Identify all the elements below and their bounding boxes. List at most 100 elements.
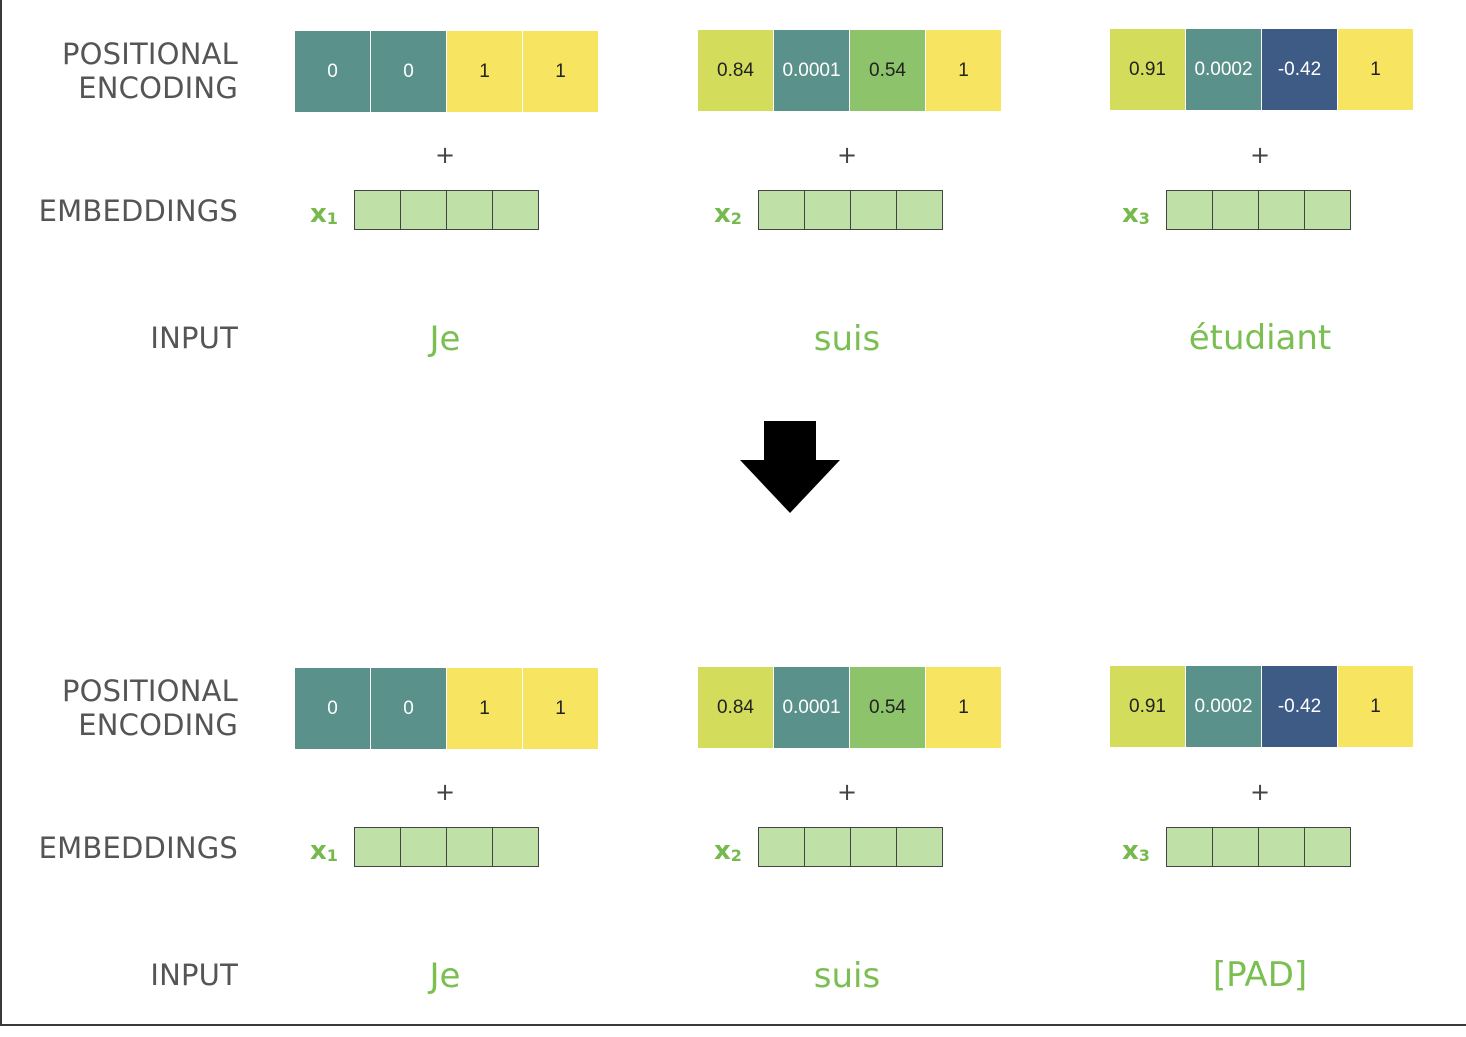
positional-encoding-vector-3: 0.91 0.0002 -0.42 1: [1110, 666, 1413, 747]
embedding-cell: [1167, 191, 1213, 229]
embedding-cell: [1167, 828, 1213, 866]
pe-cell: 0.84: [698, 667, 773, 748]
pe-cell: 0: [295, 668, 370, 749]
embedding-cell: [1213, 191, 1259, 229]
pe-cell: 0.54: [850, 667, 925, 748]
pe-cell: -0.42: [1262, 29, 1337, 110]
embedding-vector: [1166, 827, 1351, 867]
plus-sign: +: [836, 141, 858, 169]
label-embeddings: EMBEDDINGS: [38, 194, 238, 228]
pe-cell: 1: [523, 668, 598, 749]
input-token-2: suis: [813, 319, 881, 359]
variable-name: x: [1122, 836, 1139, 866]
label-positional-encoding: POSITIONAL ENCODING: [61, 674, 238, 742]
label-positional-encoding: POSITIONAL ENCODING: [61, 37, 238, 105]
variable-name: x: [714, 836, 731, 866]
embedding-cell: [897, 828, 942, 866]
embedding-cell: [805, 828, 851, 866]
embedding-variable-label: x3: [1122, 828, 1166, 866]
pe-cell: 0.0001: [774, 30, 849, 111]
embedding-cell: [401, 191, 447, 229]
embedding-variable-label: x3: [1122, 191, 1166, 229]
pe-cell: 1: [926, 667, 1001, 748]
embedding-cell: [355, 191, 401, 229]
pe-cell: 1: [1338, 29, 1413, 110]
positional-encoding-vector-2: 0.84 0.0001 0.54 1: [698, 30, 1001, 111]
pe-cell: 1: [926, 30, 1001, 111]
embedding-cell: [401, 828, 447, 866]
embedding-cell: [493, 191, 538, 229]
variable-name: x: [714, 199, 731, 229]
pe-cell: 0: [371, 31, 446, 112]
embedding-vector: [758, 190, 943, 230]
embedding-variable-label: x2: [714, 828, 758, 866]
input-token-1: Je: [429, 319, 461, 359]
input-token-1: Je: [429, 956, 461, 996]
pe-cell: 0.0002: [1186, 29, 1261, 110]
embedding-vector: [758, 827, 943, 867]
pe-cell: 0.84: [698, 30, 773, 111]
embedding-variable-label: x1: [310, 191, 354, 229]
input-token-3: étudiant: [1188, 318, 1332, 358]
variable-subscript: 2: [730, 209, 742, 228]
pe-cell: 0.54: [850, 30, 925, 111]
embedding-cell: [447, 191, 493, 229]
embedding-cell: [447, 828, 493, 866]
embedding-vector: [354, 827, 539, 867]
positional-encoding-vector-2: 0.84 0.0001 0.54 1: [698, 667, 1001, 748]
embedding-3: x3: [1122, 190, 1351, 230]
variable-subscript: 1: [326, 846, 338, 865]
variable-name: x: [310, 836, 327, 866]
embedding-cell: [851, 191, 897, 229]
pe-cell: -0.42: [1262, 666, 1337, 747]
embedding-cell: [1213, 828, 1259, 866]
label-input: INPUT: [150, 958, 238, 992]
variable-subscript: 2: [730, 846, 742, 865]
embedding-cell: [1305, 828, 1350, 866]
input-token-2: suis: [813, 956, 881, 996]
embedding-variable-label: x2: [714, 191, 758, 229]
embedding-vector: [354, 190, 539, 230]
variable-subscript: 3: [1138, 846, 1150, 865]
plus-sign: +: [434, 141, 456, 169]
pe-cell: 0.91: [1110, 29, 1185, 110]
pe-cell: 1: [1338, 666, 1413, 747]
embedding-cell: [805, 191, 851, 229]
embedding-1: x1: [310, 827, 539, 867]
variable-name: x: [310, 199, 327, 229]
plus-sign: +: [1249, 778, 1271, 806]
embedding-cell: [493, 828, 538, 866]
plus-sign: +: [1249, 141, 1271, 169]
label-input: INPUT: [150, 321, 238, 355]
embedding-cell: [1259, 828, 1305, 866]
left-border: [0, 0, 2, 1026]
pad-token: [PAD]: [1212, 955, 1308, 995]
variable-subscript: 3: [1138, 209, 1150, 228]
plus-sign: +: [434, 778, 456, 806]
pe-cell: 0.0002: [1186, 666, 1261, 747]
pe-cell: 0: [295, 31, 370, 112]
plus-sign: +: [836, 778, 858, 806]
label-embeddings: EMBEDDINGS: [38, 831, 238, 865]
embedding-cell: [1259, 191, 1305, 229]
embedding-cell: [759, 828, 805, 866]
embedding-variable-label: x1: [310, 828, 354, 866]
embedding-3: x3: [1122, 827, 1351, 867]
embedding-vector: [1166, 190, 1351, 230]
variable-name: x: [1122, 199, 1139, 229]
pe-cell: 1: [447, 668, 522, 749]
pe-cell: 1: [447, 31, 522, 112]
embedding-cell: [851, 828, 897, 866]
embedding-1: x1: [310, 190, 539, 230]
embedding-cell: [1305, 191, 1350, 229]
embedding-cell: [355, 828, 401, 866]
variable-subscript: 1: [326, 209, 338, 228]
embedding-cell: [759, 191, 805, 229]
positional-encoding-vector-3: 0.91 0.0002 -0.42 1: [1110, 29, 1413, 110]
pe-cell: 0.0001: [774, 667, 849, 748]
pe-cell: 0.91: [1110, 666, 1185, 747]
